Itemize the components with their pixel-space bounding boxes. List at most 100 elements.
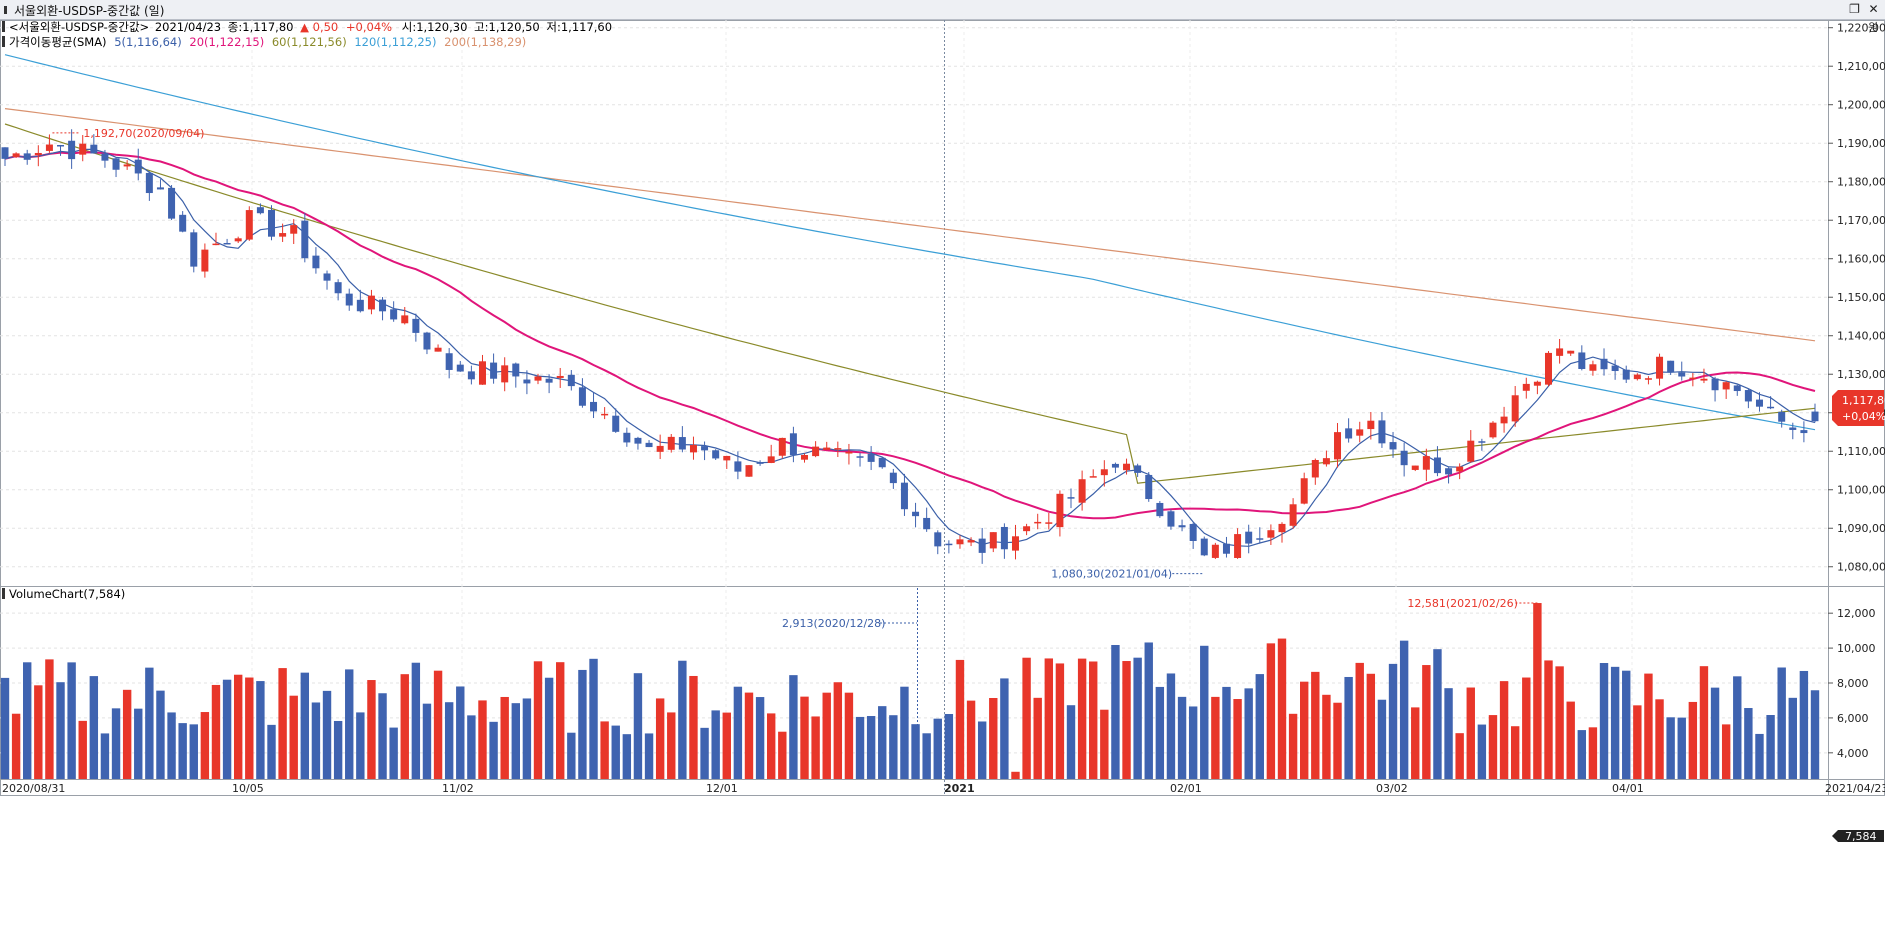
candle-body bbox=[1700, 378, 1708, 381]
volume-bar bbox=[1477, 724, 1487, 779]
volume-bar bbox=[1011, 771, 1020, 779]
restore-icon[interactable]: ❐ bbox=[1849, 2, 1860, 16]
candle-body bbox=[923, 517, 931, 530]
candle-body bbox=[79, 143, 87, 155]
volume-bar bbox=[111, 708, 121, 779]
candle-body bbox=[1067, 497, 1075, 499]
price-volume-chart[interactable]: 1,220,00 1,210,00 1,200,00 1,190,00 1,180,00… bbox=[0, 20, 1885, 950]
volume-bar bbox=[778, 731, 787, 779]
candle-body bbox=[467, 371, 475, 380]
candle-body bbox=[756, 462, 764, 464]
volume-bar bbox=[378, 693, 387, 779]
volume-bar bbox=[433, 670, 443, 779]
price-tick-label: 1,100,00 bbox=[1837, 484, 1885, 497]
candle-body bbox=[1056, 493, 1064, 528]
volume-bar bbox=[67, 662, 76, 779]
candle-body bbox=[967, 540, 975, 543]
volume-bar bbox=[1466, 687, 1475, 779]
candle-body bbox=[823, 447, 831, 450]
volume-bar bbox=[1377, 699, 1387, 779]
candle-body bbox=[1522, 383, 1530, 391]
sma60-label: 60(1,121,56) bbox=[272, 35, 347, 49]
volume-bar bbox=[356, 712, 365, 779]
candle-body bbox=[701, 446, 709, 451]
volume-bar bbox=[1799, 670, 1809, 779]
volume-bar bbox=[567, 732, 576, 779]
candle-body bbox=[1211, 544, 1219, 558]
header-close: 종:1,117,80 bbox=[228, 20, 294, 34]
candle-body bbox=[1467, 440, 1475, 462]
volume-bar bbox=[100, 733, 110, 779]
volume-bar bbox=[1089, 661, 1098, 779]
header-change-pct: +0,04% bbox=[346, 20, 392, 34]
last-change-box: +0,04% bbox=[1842, 410, 1885, 423]
volume-bar bbox=[1055, 663, 1065, 779]
date-tick-label: 02/01 bbox=[1170, 782, 1202, 795]
volume-bar bbox=[1244, 688, 1253, 779]
candle-body bbox=[1633, 374, 1641, 380]
price-tick-label: 1,170,00 bbox=[1837, 214, 1885, 227]
candle-body bbox=[667, 436, 675, 450]
candle-body bbox=[1533, 381, 1541, 386]
candle-body bbox=[834, 448, 842, 450]
volume-bar bbox=[1499, 681, 1509, 779]
candle-body bbox=[789, 433, 797, 456]
header-open: 시:1,120,30 bbox=[402, 20, 468, 34]
volume-bar bbox=[1422, 665, 1431, 779]
volume-bar bbox=[689, 675, 698, 779]
sma120-line bbox=[4, 54, 1816, 431]
volume-bar bbox=[822, 692, 831, 779]
candle-body bbox=[212, 243, 220, 246]
volume-bar bbox=[1710, 687, 1720, 779]
candle-body bbox=[1178, 525, 1186, 528]
price-tick-label: 1,090,00 bbox=[1837, 522, 1885, 535]
candle-body bbox=[1123, 463, 1131, 471]
close-icon[interactable]: ✕ bbox=[1868, 2, 1879, 16]
volume-bar bbox=[322, 690, 332, 779]
volume-bar bbox=[744, 692, 754, 779]
price-tick-label: 1,190,00 bbox=[1837, 137, 1885, 150]
candle-body bbox=[1622, 369, 1630, 380]
candle-body bbox=[867, 453, 875, 462]
candle-body bbox=[501, 365, 509, 383]
volume-bar bbox=[1300, 681, 1309, 779]
volume-bar bbox=[400, 674, 409, 779]
date-tick-label: 2021 bbox=[944, 782, 975, 795]
volume-bar bbox=[1544, 660, 1553, 779]
volume-bar bbox=[755, 697, 765, 779]
volume-bar bbox=[1155, 686, 1165, 779]
volume-bar bbox=[622, 734, 632, 779]
volume-bar bbox=[300, 672, 310, 779]
volume-bar bbox=[1555, 666, 1564, 779]
candle-body bbox=[889, 472, 897, 484]
volume-header-text: VolumeChart(7,584) bbox=[9, 587, 125, 601]
volume-bar bbox=[178, 723, 187, 779]
candle-body bbox=[1011, 536, 1019, 551]
candle-body bbox=[1478, 441, 1486, 443]
header-change: 0,50 bbox=[313, 20, 339, 34]
volume-bar bbox=[1655, 699, 1664, 779]
candle-body bbox=[1278, 523, 1286, 533]
volume-bar bbox=[1610, 666, 1620, 779]
volume-bar bbox=[1644, 673, 1653, 779]
volume-bar bbox=[733, 686, 743, 779]
volume-tick-label: 12,000 bbox=[1837, 607, 1876, 620]
candle-body bbox=[656, 445, 664, 452]
candle-body bbox=[234, 238, 242, 242]
candle-body bbox=[367, 295, 375, 310]
candle-body bbox=[356, 299, 364, 312]
candle-body bbox=[423, 332, 431, 350]
volume-bar bbox=[1810, 690, 1820, 779]
volume-bar bbox=[1077, 658, 1087, 779]
volume-bar bbox=[34, 685, 43, 779]
window-icon bbox=[4, 6, 7, 14]
candle-body bbox=[1789, 427, 1797, 430]
volume-bar bbox=[467, 715, 476, 779]
window-title: 서울외환-USDSP-중간값 (일) bbox=[14, 4, 165, 18]
volume-bar bbox=[1144, 642, 1153, 779]
candle-body bbox=[1578, 352, 1586, 369]
candle-body bbox=[456, 364, 464, 372]
volume-bar bbox=[611, 725, 620, 779]
candle-body bbox=[290, 225, 298, 234]
candle-body bbox=[689, 444, 697, 453]
